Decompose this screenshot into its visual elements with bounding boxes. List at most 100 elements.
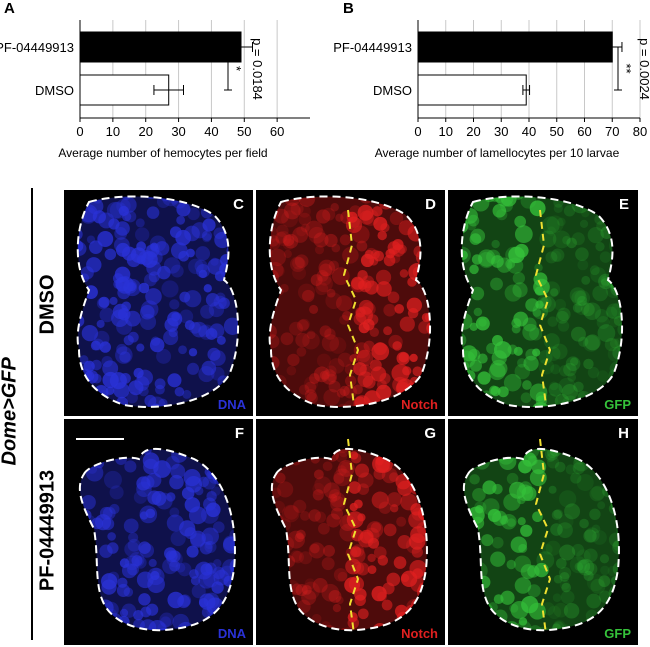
cell-nucleus — [566, 237, 577, 249]
cell-nucleus — [505, 259, 516, 269]
cell-nucleus — [290, 202, 304, 216]
cell-nucleus — [383, 326, 393, 336]
cell-nucleus — [299, 551, 313, 565]
cell-nucleus — [261, 351, 269, 359]
cell-nucleus — [149, 337, 165, 353]
cell-nucleus — [622, 473, 633, 484]
p-value: p = 0.0184 — [250, 38, 265, 100]
cell-nucleus — [304, 376, 319, 391]
cell-nucleus — [83, 623, 97, 631]
cell-nucleus — [507, 518, 516, 527]
lobe-outline — [78, 447, 236, 632]
cell-nucleus — [373, 467, 386, 480]
cell-nucleus — [236, 593, 246, 603]
cell-nucleus — [623, 363, 638, 380]
cell-nucleus — [154, 378, 166, 390]
cell-nucleus — [512, 272, 525, 285]
cell-nucleus — [64, 315, 72, 331]
cell-nucleus — [528, 602, 546, 620]
cell-nucleus — [122, 448, 141, 450]
cell-nucleus — [594, 309, 609, 323]
cell-nucleus — [79, 573, 83, 589]
cell-nucleus — [514, 577, 532, 594]
cell-nucleus — [330, 496, 346, 512]
cell-nucleus — [439, 342, 445, 352]
cell-nucleus — [527, 584, 541, 598]
cell-nucleus — [153, 638, 166, 645]
cell-nucleus — [109, 485, 124, 500]
cell-nucleus — [102, 371, 119, 389]
cell-nucleus — [244, 204, 253, 220]
cell-nucleus — [550, 523, 563, 536]
cell-nucleus — [355, 307, 366, 318]
cell-nucleus — [314, 511, 327, 523]
cell-nucleus — [198, 597, 209, 608]
cell-nucleus — [298, 318, 310, 331]
cell-nucleus — [557, 522, 573, 539]
cell-nucleus — [329, 336, 347, 354]
cell-nucleus — [391, 364, 410, 383]
cell-nucleus — [576, 474, 594, 492]
cell-nucleus — [461, 196, 462, 205]
cell-nucleus — [77, 325, 78, 337]
cell-nucleus — [513, 346, 523, 356]
cell-nucleus — [461, 332, 467, 348]
cell-nucleus — [611, 597, 619, 607]
cell-nucleus — [256, 439, 260, 448]
cell-nucleus — [461, 399, 465, 407]
cell-nucleus — [149, 235, 167, 252]
cell-nucleus — [242, 258, 252, 268]
cell-nucleus — [277, 481, 294, 498]
x-tick-label: 50 — [550, 124, 564, 139]
cell-nucleus — [499, 515, 509, 525]
cell-nucleus — [186, 248, 195, 258]
cell-nucleus — [291, 583, 303, 596]
cell-nucleus — [79, 355, 89, 365]
cell-nucleus — [375, 269, 392, 285]
cell-nucleus — [482, 498, 500, 516]
cell-nucleus — [553, 509, 563, 519]
cell-nucleus — [463, 592, 467, 606]
cell-nucleus — [461, 345, 478, 362]
panel-letter-e: E — [618, 196, 629, 213]
cell-nucleus — [478, 251, 495, 269]
cell-nucleus — [517, 517, 526, 526]
cell-nucleus — [407, 277, 417, 287]
cell-nucleus — [79, 509, 87, 524]
cell-nucleus — [581, 208, 590, 218]
cell-nucleus — [490, 622, 507, 631]
cell-nucleus — [448, 462, 463, 478]
cell-nucleus — [454, 454, 462, 462]
cell-nucleus — [461, 379, 465, 389]
cell-nucleus — [133, 367, 144, 379]
cell-nucleus — [428, 544, 437, 553]
cell-nucleus — [187, 207, 200, 221]
cell-nucleus — [429, 368, 431, 385]
cell-nucleus — [296, 529, 306, 540]
cell-nucleus — [479, 436, 489, 446]
cell-nucleus — [313, 469, 324, 480]
cell-nucleus — [198, 325, 211, 338]
cell-nucleus — [606, 303, 623, 320]
cell-nucleus — [256, 586, 265, 598]
cell-nucleus — [577, 295, 588, 307]
cell-nucleus — [287, 530, 306, 549]
cell-nucleus — [124, 555, 140, 571]
cell-nucleus — [111, 309, 129, 328]
cell-nucleus — [463, 621, 466, 631]
cell-nucleus — [269, 324, 277, 340]
cell-nucleus — [203, 621, 215, 631]
cell-nucleus — [506, 472, 519, 485]
cell-nucleus — [256, 469, 265, 486]
cell-nucleus — [236, 233, 239, 250]
cell-nucleus — [399, 269, 409, 278]
cell-nucleus — [333, 473, 345, 484]
cell-nucleus — [547, 448, 558, 459]
cell-nucleus — [411, 473, 420, 482]
cell-nucleus — [119, 608, 129, 617]
cell-nucleus — [269, 379, 277, 395]
cell-nucleus — [493, 594, 504, 604]
cell-nucleus — [563, 205, 576, 217]
cell-nucleus — [356, 349, 374, 367]
cell-nucleus — [458, 429, 467, 438]
